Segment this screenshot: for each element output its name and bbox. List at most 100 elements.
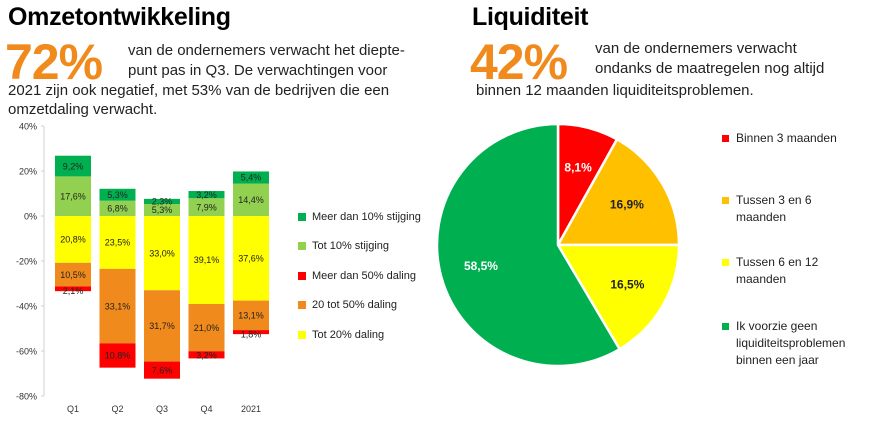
legend-label: maanden [736,272,787,286]
bar-segment [144,204,180,216]
legend-label: binnen een jaar [736,353,819,367]
bar-legend-item: 20 tot 50% daling [298,291,421,321]
bar-segment [99,188,136,201]
bar-data-label: 13,1% [238,311,264,321]
bar-data-label: 10,5% [60,270,86,280]
bar-data-label: 2,3% [152,197,173,207]
pie-legend-item: Tussen 3 en 6 maanden [722,192,857,226]
bar-data-label: 14,4% [238,195,264,205]
bar-data-label: 17,6% [60,191,86,201]
bar-data-label: 23,5% [105,238,131,248]
x-category-label: Q4 [200,404,212,414]
legend-label: Ik voorzie geen [736,319,818,333]
y-tick-label: 20% [19,167,37,177]
bar-segment [99,216,136,269]
liquiditeit-title: Liquiditeit [472,3,589,31]
omzet-text-line-2: punt pas in Q3. De verwachtingen voor [128,62,388,79]
liquiditeit-text-line-1: van de ondernemers verwacht [595,40,797,57]
pie-slice [556,138,681,247]
bar-data-label: 37,6% [238,254,264,264]
bar-segment [55,155,91,177]
y-tick-label: -20% [16,257,37,267]
y-tick-label: -60% [16,347,37,357]
x-category-label: Q3 [156,404,168,414]
liquiditeit-big-percentage: 42% [470,34,568,90]
bar-chart-legend: Meer dan 10% stijging Tot 10% stijging Mee… [298,202,421,350]
y-tick-label: -80% [16,392,37,402]
bar-data-label: 7,6% [152,365,173,375]
bar-segment [144,361,180,379]
pie-legend-item: Binnen 3 maanden [722,130,857,147]
bar-data-label: 31,7% [149,321,175,331]
omzet-title: Omzetontwikkeling [8,3,231,31]
bar-segment [99,200,136,216]
pie-legend-item: Ik voorzie geen liquiditeitsproblemen binn… [722,318,857,369]
pie-slice [556,243,681,351]
legend-swatch [298,301,306,310]
bar-segment [188,198,225,216]
pie-data-label: 8,1% [564,161,592,175]
liquiditeit-text-line-2: ondanks de maatregelen nog altijd [595,60,825,77]
legend-label: Tot 10% stijging [312,240,390,253]
bar-segment [99,268,136,344]
bar-segment [233,183,269,216]
bar-data-label: 5,3% [152,205,173,215]
legend-label: Tussen 3 en 6 maanden [736,193,812,224]
legend-label: Tot 20% daling [312,328,385,341]
bar-data-label: 9,2% [63,161,84,171]
bar-segment [144,290,180,362]
stacked-bar-chart: 40% 20% 0% -20% -40% -60% -80% 17,6% 9,2% 20,8% 10… [16,122,269,414]
pie-slice [435,124,621,368]
bar-data-label: 1,8% [241,330,262,340]
legend-label: liquiditeitsproblemen [736,336,846,350]
bar-segment [233,300,269,331]
pie-data-label: 16,5% [610,278,644,292]
bar-data-label: 10,8% [105,351,131,361]
bar-segment [188,303,225,352]
legend-swatch [298,242,306,251]
bar-data-label: 33,0% [149,248,175,258]
pie-chart: 8,1% 16,9% 16,5% 58,5% [435,124,681,368]
legend-label: Meer dan 50% daling [312,269,416,282]
legend-swatch [298,212,306,221]
bar-legend-item: Tot 20% daling [298,320,421,350]
bar-segment [233,171,269,184]
x-category-label: 2021 [241,404,261,414]
bar-segment [55,216,91,263]
x-category-label: Q2 [111,404,123,414]
bar-legend-item: Meer dan 10% stijging [298,202,421,232]
omzet-text-line-3: 2021 zijn ook negatief, met 53% van de b… [8,82,390,99]
x-category-label: Q1 [67,404,79,414]
legend-label: Meer dan 10% stijging [312,210,421,223]
legend-swatch [722,197,729,204]
bar-segment [233,330,269,335]
bar-data-label: 3,2% [196,190,217,200]
omzet-text-line-1: van de ondernemers verwacht het diepte- [128,42,405,59]
bar-segment [144,198,180,205]
bar-segment [55,262,91,287]
legend-swatch [722,135,729,142]
bar-data-label: 39,1% [194,255,220,265]
y-tick-label: 0% [24,212,37,222]
bar-segment [188,191,225,199]
bar-data-label: 5,4% [241,173,262,183]
bar-data-label: 21,0% [194,323,220,333]
legend-label: Binnen 3 maanden [736,131,837,145]
legend-swatch [722,323,729,330]
bar-segment [55,176,91,216]
legend-label: 20 tot 50% daling [312,299,398,312]
liquiditeit-text-line-3: binnen 12 maanden liquiditeitsproblemen. [476,82,754,99]
legend-swatch [722,259,729,266]
y-tick-label: -40% [16,302,37,312]
bar-data-label: 7,9% [196,202,217,212]
pie-data-label: 16,9% [610,198,644,212]
legend-swatch [298,271,306,280]
bar-data-label: 6,8% [107,204,128,214]
omzet-text-line-4: omzetdaling verwacht. [8,101,158,118]
pie-data-label: 58,5% [464,259,498,273]
bar-data-label: 33,1% [105,301,131,311]
bar-legend-item: Tot 10% stijging [298,232,421,262]
pie-legend-item: Tussen 6 en 12 maanden [722,254,857,288]
legend-label: Tussen 6 en 12 [736,255,819,269]
bar-data-label: 2,1% [63,286,84,296]
